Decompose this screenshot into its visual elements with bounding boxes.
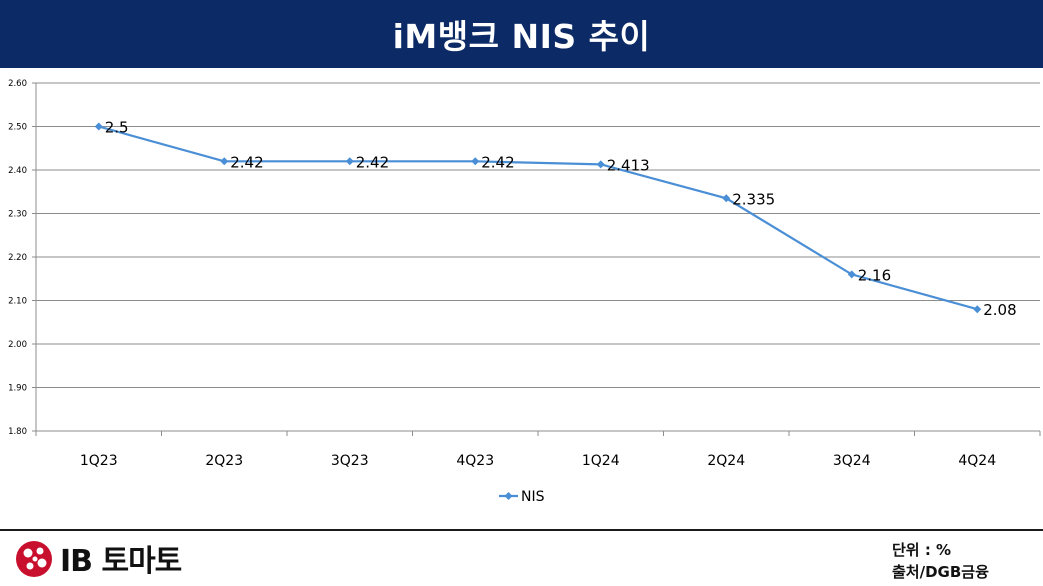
title-banner: iM뱅크 NIS 추이 bbox=[0, 0, 1043, 68]
data-label: 2.5 bbox=[105, 119, 129, 137]
legend-label: NIS bbox=[521, 489, 545, 505]
x-tick-label: 4Q24 bbox=[958, 453, 996, 469]
data-point-marker bbox=[220, 157, 229, 166]
y-tick-label: 1.90 bbox=[8, 384, 27, 394]
source-label: 출처/DGB금융 bbox=[892, 563, 989, 581]
y-tick-label: 2.60 bbox=[8, 79, 27, 89]
data-point-marker bbox=[973, 305, 982, 314]
data-label: 2.42 bbox=[230, 153, 263, 171]
ib-tomato-logo: IB 토마토 bbox=[14, 537, 182, 579]
tomato-logo-icon bbox=[16, 541, 52, 577]
data-label: 2.42 bbox=[481, 153, 514, 171]
logo-wordmark: IB 토마토 bbox=[60, 544, 182, 579]
data-label: 2.16 bbox=[858, 266, 891, 284]
data-point-marker bbox=[722, 194, 731, 203]
data-label: 2.08 bbox=[983, 301, 1016, 319]
chart-title: iM뱅크 NIS 추이 bbox=[392, 17, 651, 56]
data-point-marker bbox=[471, 157, 480, 166]
legend-swatch-marker bbox=[504, 492, 513, 500]
x-tick-label: 2Q24 bbox=[707, 453, 745, 469]
x-tick-label: 2Q23 bbox=[205, 453, 243, 469]
y-tick-label: 2.50 bbox=[8, 123, 27, 133]
data-label: 2.413 bbox=[607, 156, 650, 174]
nis-line-chart: 1.80 1.90 2.00 2.10 2.20 2.30 2.40 2.50 2.60 1Q23… bbox=[8, 79, 1041, 505]
y-tick-label: 2.30 bbox=[8, 210, 27, 220]
source-note: 단위 : % 출처/DGB금융 bbox=[892, 539, 989, 583]
y-tick-label: 2.40 bbox=[8, 166, 27, 176]
x-tick-label: 1Q23 bbox=[80, 453, 118, 469]
data-point-marker bbox=[847, 270, 856, 279]
y-tick-label: 1.80 bbox=[8, 427, 27, 437]
footer-divider bbox=[0, 529, 1043, 531]
data-point-marker bbox=[94, 122, 103, 131]
x-tick-label: 3Q24 bbox=[833, 453, 871, 469]
y-tick-label: 2.10 bbox=[8, 297, 27, 307]
y-tick-label: 2.20 bbox=[8, 253, 27, 263]
x-tick-label: 3Q23 bbox=[331, 453, 369, 469]
data-point-marker bbox=[345, 157, 354, 166]
unit-label: 단위 : % bbox=[892, 541, 952, 559]
x-tick-label: 4Q23 bbox=[456, 453, 494, 469]
series-line-nis bbox=[98, 125, 978, 311]
data-label: 2.335 bbox=[732, 190, 775, 208]
y-tick-label: 2.00 bbox=[8, 340, 27, 350]
x-tick-label: 1Q24 bbox=[582, 453, 620, 469]
data-label: 2.42 bbox=[356, 153, 389, 171]
data-point-marker bbox=[596, 160, 605, 169]
